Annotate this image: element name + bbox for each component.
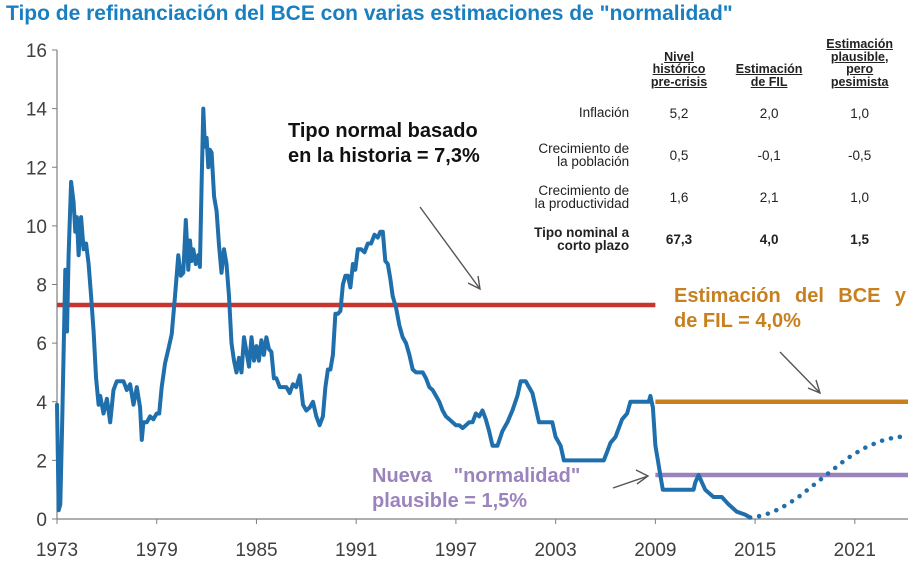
table-cell: 2,0	[759, 105, 779, 121]
table-cell: 5,2	[669, 105, 689, 121]
estimates-table: Nivel histórico pre-crisis Estimación de…	[508, 38, 904, 260]
table-row: Inflación 5,2 2,0 1,0	[508, 92, 904, 134]
row-label: Crecimiento de la productividad	[508, 176, 635, 218]
table-cell: -0,1	[757, 147, 781, 163]
series-lines	[55, 106, 910, 520]
annotation-arrows	[419, 206, 822, 489]
arrow-historical	[419, 206, 481, 290]
col-header-line: pre-crisis	[650, 74, 708, 89]
annotation-new-normal-line: Nueva "normalidad"	[372, 465, 581, 487]
annotation-bce-fil: Estimación del BCE y de FIL = 4,0%	[674, 284, 906, 334]
annotation-new-normal-line: plausible = 1,5%	[372, 490, 528, 512]
col-header-line: Estimación	[735, 62, 803, 76]
annotation-historical-line: Tipo normal basado	[288, 120, 478, 142]
table-row: Tipo nominal a corto plazo 67,3 4,0 1,5	[508, 218, 904, 260]
y-tick-label: 10	[26, 217, 47, 238]
table-cell: 67,3	[665, 231, 693, 247]
x-tick-label: 1991	[335, 540, 377, 561]
x-tick-label: 1997	[435, 540, 477, 561]
table-cell: 1,6	[669, 189, 689, 205]
table-cell: 0,5	[669, 147, 689, 163]
row-label-line: corto plazo	[557, 238, 630, 253]
x-tick-label: 1979	[136, 540, 178, 561]
y-tick-label: 0	[36, 510, 47, 531]
table-cell: -0,5	[848, 147, 872, 163]
row-label-line: Inflación	[578, 105, 630, 121]
annotation-bce-line: Estimación del BCE y	[674, 285, 906, 307]
table-cell: 1,0	[850, 105, 870, 121]
row-label-line: Crecimiento de	[538, 140, 630, 156]
series-line-projection	[747, 434, 910, 520]
axes: 0 2 4 6 8 10 12 14 16 1973 1979 1985 1991 1997 2003 200…	[26, 41, 908, 561]
row-label: Tipo nominal a corto plazo	[508, 218, 635, 260]
col-header-line: pero	[846, 62, 874, 76]
annotation-new-normal: Nueva "normalidad" plausible = 1,5%	[372, 464, 580, 514]
table-cell: 2,1	[759, 189, 779, 205]
table-cell: 1,5	[850, 231, 870, 247]
x-tick-label: 1973	[36, 540, 78, 561]
estimates-table-box: Nivel histórico pre-crisis Estimación de…	[508, 38, 904, 252]
y-tick-label: 12	[26, 158, 47, 179]
y-tick-label: 2	[36, 451, 47, 472]
col-header-historico: Nivel histórico pre-crisis	[635, 38, 723, 92]
row-label-line: la población	[557, 154, 630, 169]
col-header-line: Nivel	[664, 49, 694, 64]
col-header-line: histórico	[652, 62, 706, 76]
table-cell: 1,0	[850, 189, 870, 205]
col-header-pesimista: Estimación plausible, pero pesimista	[815, 38, 904, 92]
row-label: Inflación	[508, 92, 635, 134]
annotation-historical: Tipo normal basado en la historia = 7,3%	[288, 119, 480, 169]
row-label: Crecimiento de la población	[508, 134, 635, 176]
row-label-line: Tipo nominal a	[534, 224, 630, 240]
table-row: Crecimiento de la población 0,5 -0,1 -0,…	[508, 134, 904, 176]
arrow-new-normal-head	[635, 469, 650, 485]
row-label-line: la productividad	[534, 196, 630, 211]
y-tick-label: 6	[36, 334, 47, 355]
table-cell: 4,0	[759, 231, 779, 247]
y-tick-label: 8	[36, 276, 47, 297]
row-label-line: Crecimiento de	[538, 182, 630, 198]
annotation-historical-line: en la historia = 7,3%	[288, 145, 480, 167]
x-tick-label: 2003	[534, 540, 576, 561]
x-tick-label: 2015	[734, 540, 776, 561]
series-line-rate	[55, 106, 753, 520]
y-tick-label: 4	[36, 393, 47, 414]
table-header-row: Nivel histórico pre-crisis Estimación de…	[508, 38, 904, 92]
col-header-line: pesimista	[830, 74, 889, 89]
y-tick-label: 14	[26, 100, 48, 121]
x-tick-label: 2021	[834, 540, 876, 561]
annotation-bce-line: de FIL = 4,0%	[674, 310, 801, 332]
col-header-line: de FIL	[750, 74, 788, 89]
arrow-bce	[779, 351, 821, 394]
arrow-bce-head	[807, 379, 822, 395]
arrow-new-normal	[612, 475, 649, 489]
x-tick-label: 2009	[634, 540, 676, 561]
x-tick-label: 1985	[235, 540, 277, 561]
chart-title: Tipo de refinanciación del BCE con varia…	[6, 2, 733, 25]
col-header-fil: Estimación de FIL	[723, 38, 815, 92]
table-row: Crecimiento de la productividad 1,6 2,1 …	[508, 176, 904, 218]
table-corner	[508, 38, 635, 92]
arrow-historical-head	[467, 275, 481, 291]
y-tick-label: 16	[26, 41, 47, 62]
col-header-line: plausible,	[830, 49, 889, 64]
col-header-line: Estimación	[826, 37, 893, 51]
